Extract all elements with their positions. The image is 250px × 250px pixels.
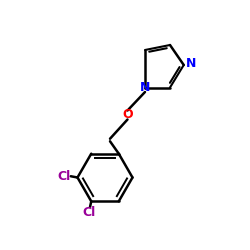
Text: Cl: Cl	[82, 206, 96, 219]
Text: Cl: Cl	[57, 170, 70, 183]
Text: N: N	[186, 57, 196, 70]
Text: N: N	[140, 81, 150, 94]
Text: O: O	[122, 108, 133, 122]
